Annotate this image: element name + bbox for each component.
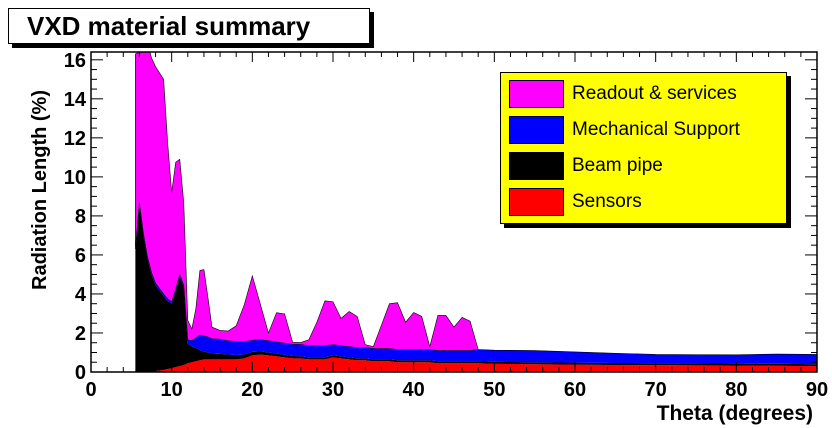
legend-swatch-readout (509, 80, 564, 108)
legend-label-sensors: Sensors (572, 191, 642, 212)
x-axis-label: Theta (degrees) (657, 402, 813, 425)
y-tick-label: 14 (64, 89, 87, 111)
y-tick-label: 4 (75, 284, 87, 306)
legend-swatch-sensors (509, 188, 564, 216)
y-tick-label: 8 (75, 206, 86, 228)
legend-label-readout: Readout & services (572, 83, 737, 104)
x-tick-label: 10 (161, 379, 183, 401)
area-beam-pipe (135, 204, 817, 372)
legend-label-beampipe: Beam pipe (572, 155, 663, 176)
y-tick-label: 12 (64, 128, 86, 150)
legend-swatch-beampipe (509, 152, 564, 180)
area-mechanical-support (135, 202, 817, 365)
x-tick-label: 50 (483, 379, 505, 401)
legend-entry-sensors: Sensors (509, 187, 642, 217)
y-tick-label: 6 (75, 245, 86, 267)
stacked-areas (135, 52, 817, 372)
legend-entry-beampipe: Beam pipe (509, 151, 663, 181)
y-axis-ticks: 0 2 4 6 8 10 12 14 16 (64, 50, 817, 384)
x-axis-ticks: 0 10 20 30 40 50 60 70 80 90 (85, 52, 828, 401)
area-readout-services (135, 52, 817, 356)
y-tick-label: 2 (75, 323, 86, 345)
x-tick-label: 20 (241, 379, 263, 401)
legend: Readout & services Mechanical Support Be… (500, 72, 787, 224)
x-tick-label: 40 (403, 379, 425, 401)
y-tick-label: 16 (64, 50, 86, 72)
y-tick-label: 0 (75, 362, 86, 384)
legend-entry-mechanical: Mechanical Support (509, 115, 740, 145)
legend-swatch-mechanical (509, 116, 564, 144)
chart-title: VXD material summary (27, 10, 311, 41)
x-tick-label: 90 (806, 379, 828, 401)
x-tick-label: 0 (85, 379, 96, 401)
chart-title-box: VXD material summary (8, 8, 370, 44)
x-tick-label: 80 (725, 379, 747, 401)
y-tick-label: 10 (64, 167, 86, 189)
x-tick-label: 60 (564, 379, 586, 401)
legend-label-mechanical: Mechanical Support (572, 119, 740, 140)
plot-frame (90, 51, 818, 373)
x-tick-label: 70 (645, 379, 667, 401)
x-tick-label: 30 (322, 379, 344, 401)
legend-entry-readout: Readout & services (509, 79, 737, 109)
y-axis-label: Radiation Length (%) (29, 90, 51, 290)
